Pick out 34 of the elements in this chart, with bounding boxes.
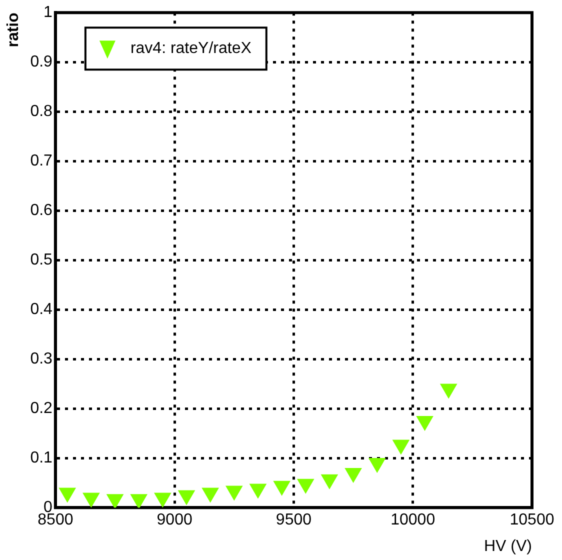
point [368,458,386,473]
point [59,488,76,502]
y-tick-label: 0.1 [30,450,53,467]
y-tick-label: 0.2 [30,400,53,418]
y-tick-label: 1 [44,4,53,22]
y-tick-label: 0.5 [30,252,53,269]
point [321,474,338,489]
x-tick-label: 9000 [156,512,192,529]
point [82,492,100,508]
y-tick-label: 0.8 [30,103,53,120]
point [392,440,410,454]
legend-label: rav4: rateY/rateX [130,40,252,58]
y-tick-label: 0.3 [30,350,53,368]
point [130,494,148,508]
point [154,492,171,508]
x-tick-label: 9500 [276,512,312,529]
point [274,480,290,496]
x-tick-label: 10000 [390,512,436,529]
y-tick-label: 0.9 [30,54,53,71]
point [250,484,266,498]
point [202,488,219,502]
point [416,416,434,430]
y-tick-label: 0.4 [30,301,53,318]
point [226,486,242,500]
point [440,384,457,398]
point [344,468,362,482]
x-axis-title: HV (V) [484,538,532,555]
y-axis-title: ratio [5,12,22,48]
x-tick-label: 10500 [510,512,554,529]
point [297,478,314,494]
y-tick-label: 0.6 [30,202,53,220]
point [178,490,195,505]
y-tick-label: 0.7 [30,152,53,170]
point [106,494,124,508]
